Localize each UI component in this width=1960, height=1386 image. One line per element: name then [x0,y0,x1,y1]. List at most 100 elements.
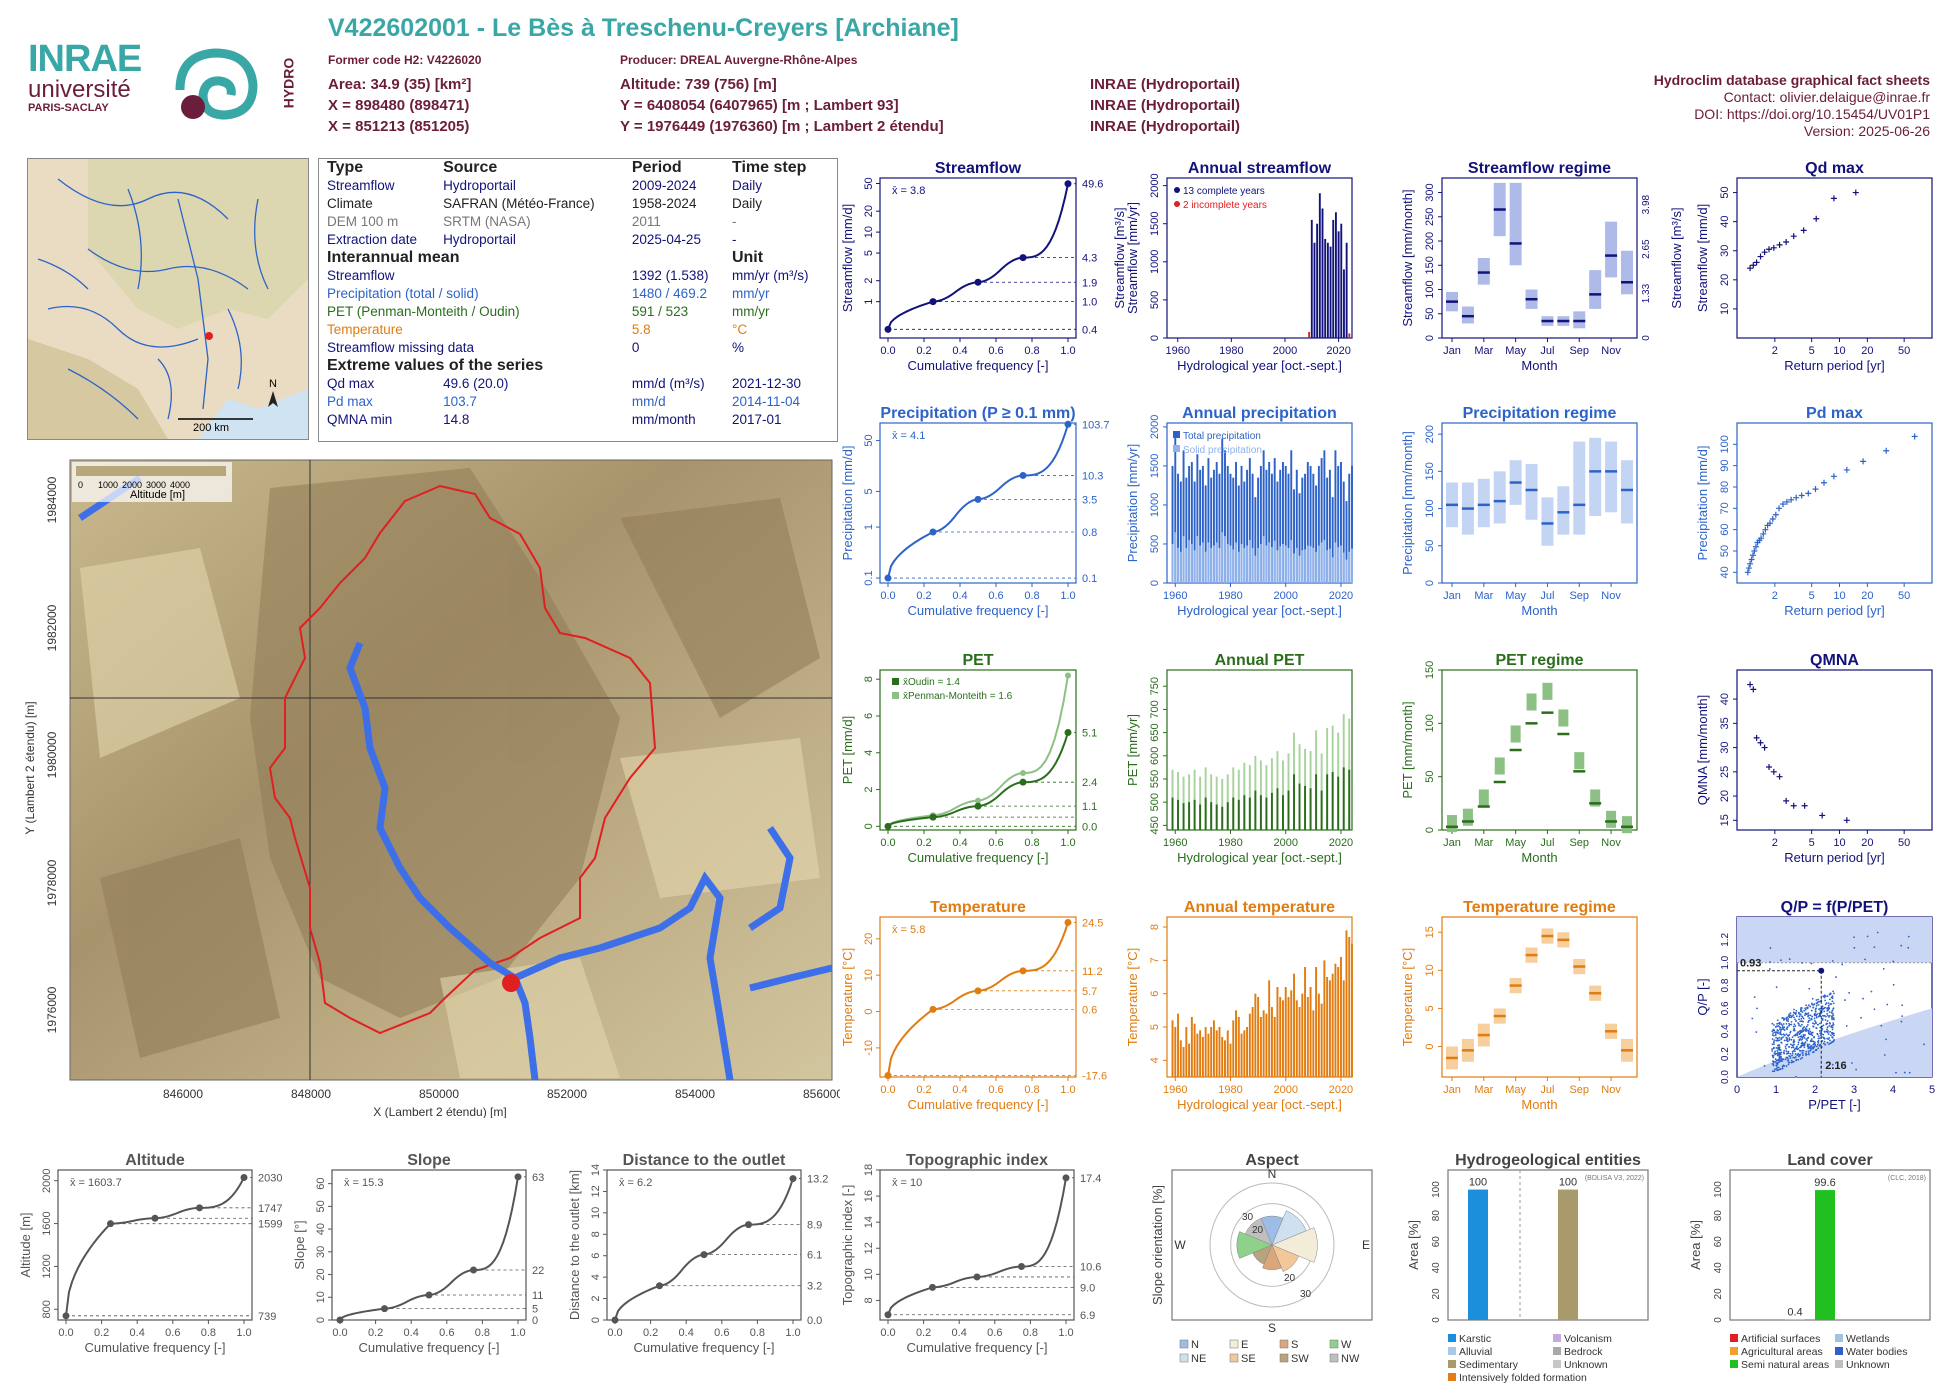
legend-swatch [1229,1339,1239,1349]
scatter-point [1774,1053,1777,1056]
bar-solid [1259,543,1262,583]
x-tick-label: 10 [1833,837,1845,849]
data-point [1751,548,1758,554]
bar [1232,1020,1235,1077]
data-point [1783,797,1790,804]
scatter-point [1790,1020,1793,1023]
bar-solid [1254,555,1257,583]
data-point [1758,535,1765,542]
y-tick-label: 5 [863,250,875,256]
scatter-point [1832,1016,1835,1019]
box [1589,437,1602,517]
chart-title: Precipitation (P ≥ 0.1 mm) [880,405,1075,422]
scatter-point [1776,1047,1779,1050]
scatter-point [1831,997,1834,1000]
chart-title: PET regime [1495,652,1583,669]
scatter-point [1850,1062,1853,1064]
x-axis-label: Cumulative frequency [-] [908,358,1049,373]
scatter-point [1819,1009,1822,1012]
bar [1342,767,1345,830]
scatter-point [1886,1003,1889,1006]
scatter-point [1793,1012,1796,1014]
scatter-point [1774,1061,1777,1063]
data-point [1883,447,1890,454]
x-tick-label: Jul [1540,345,1554,357]
scatter-point [1773,1060,1775,1063]
scatter-point [1795,1075,1797,1078]
scatter-point [1787,1059,1789,1062]
chart-title: Q/P = f(P/PET) [1781,899,1889,916]
ring-label: 20 [1252,1225,1264,1236]
scatter-point [1801,1042,1804,1045]
quantile-label: 0.6 [1082,1004,1097,1016]
data-point [1911,433,1918,440]
x-tick-label: 0.4 [952,1084,967,1096]
box [1621,460,1633,524]
bar [1224,450,1226,583]
quantile-label: 49.6 [1082,179,1103,191]
box [1525,463,1538,520]
catchment-map-svg: Altitude [m] 0 1000 2000 3000 4000 84600… [23,459,843,1119]
scatter-point [1835,976,1837,978]
bar [1254,497,1257,583]
y-tick-label: 100 [1719,435,1731,453]
scatter-point [1799,1046,1802,1049]
data-point [974,278,982,286]
scatter-point [1784,1058,1787,1061]
ring-label: 30 [1242,1212,1254,1223]
scatter-point [1907,946,1910,949]
x-tick-label: 0.0 [880,1084,895,1096]
x-tick-label: 0.8 [1024,837,1039,849]
plot-frame [1736,669,1933,831]
catchment-map: Altitude [m] 0 1000 2000 3000 4000 84600… [20,458,843,1119]
scatter-point [1866,935,1869,938]
scatter-point [1804,1029,1806,1032]
y-tick-label: 40 [1713,1262,1724,1274]
scatter-point [1810,1038,1813,1040]
scatter-point [1808,1028,1811,1030]
bar [1324,238,1327,338]
bar [1204,797,1207,830]
scatter-point [1786,1028,1788,1030]
bar [1351,943,1353,1077]
bar [1320,790,1323,830]
scatter-point [1780,1057,1783,1060]
data-point-penman [975,797,981,804]
scatter-point [1900,1020,1903,1023]
x-tick-label: 1.0 [510,1327,525,1339]
mean-point [1818,967,1825,974]
data-point [1745,565,1752,572]
map-ylabel: Y (Lambert 2 étendu) [m] [23,701,37,834]
x-tick-label: 0.8 [750,1327,765,1339]
scatter-point [1831,1026,1834,1029]
altitude-legend: Altitude [m] 0 1000 2000 3000 4000 [72,462,232,502]
scatter-point [1895,1071,1897,1074]
scatter-point [1810,1032,1813,1034]
x-axis-label: Cumulative frequency [-] [85,1340,226,1355]
scatter-point [1755,1031,1758,1033]
data-point [1830,473,1837,480]
scatter-point [1812,1006,1815,1009]
y-tick-label: 0 [590,1317,602,1323]
scatter-point [1832,1022,1835,1024]
plot-frame [879,1169,1075,1321]
bar [1284,465,1287,583]
y-axis-label: Q/P [-] [1695,978,1710,1015]
data-point [151,1214,159,1222]
quantile-label: 3.5 [1082,494,1097,506]
x-tick-label: 2000 [1273,837,1297,849]
scatter-point [1781,1025,1784,1027]
scatter-point [1831,1041,1834,1043]
bar [1268,462,1271,583]
box-penman [1542,682,1553,700]
data-point [1753,734,1760,741]
data-point [1801,802,1808,809]
scatter-point [1794,1025,1797,1027]
x-tick-label: 2020 [1329,590,1353,602]
scatter-point [1806,1037,1809,1040]
scatter-point [1830,1017,1833,1019]
scatter-point [1830,1026,1833,1029]
bar [1276,481,1279,583]
bar [1298,1007,1301,1077]
scatter-point [1807,1029,1810,1032]
